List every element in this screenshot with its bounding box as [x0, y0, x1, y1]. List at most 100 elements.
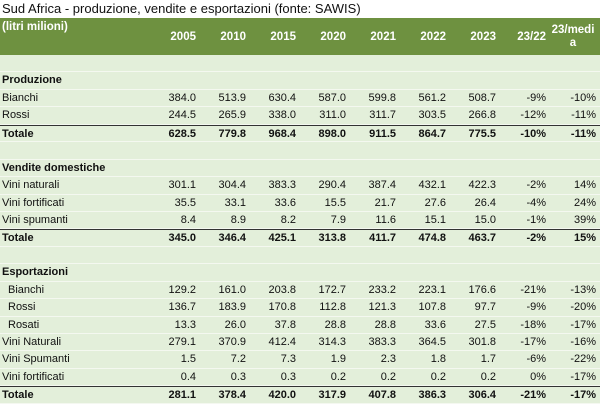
cell: [550, 55, 600, 71]
cell: [350, 55, 400, 71]
cell: 0%: [530, 370, 546, 383]
cell: [350, 264, 400, 280]
cell: [200, 160, 250, 176]
cell: -1%: [526, 213, 546, 226]
cell: 172.7: [318, 283, 346, 296]
cell: 1.7: [480, 353, 496, 366]
cell: 301.1: [168, 179, 196, 192]
empty-row: [0, 246, 600, 265]
cell: 28.8: [374, 318, 396, 331]
row-label: Vini fortificati: [2, 370, 65, 383]
data-row: Vini fortificati 35.5 33.1 33.6 15.5 21.7 27.6…: [0, 194, 600, 212]
cell: 311.7: [369, 109, 396, 122]
cell: 136.7: [168, 301, 196, 314]
cell: -2%: [526, 179, 546, 192]
cell: 420.0: [268, 389, 296, 402]
cell: [500, 55, 550, 71]
cell: [150, 72, 200, 88]
data-row: Vini naturali 301.1 304.4 383.3 290.4 387.4 43…: [0, 177, 600, 195]
data-row: Bianchi 129.2 161.0 203.8 172.7 233.2 223.1 176…: [0, 281, 600, 300]
cell: -21%: [520, 283, 546, 296]
cell: [400, 72, 450, 88]
data-row: Rossi 136.7 183.9 170.8 112.8 121.3 107.8 97.7 -…: [0, 299, 600, 317]
column-header: 2020: [320, 30, 346, 43]
cell: -17%: [570, 389, 596, 402]
empty-row: [0, 142, 600, 160]
column-header: 2021: [370, 30, 396, 43]
cell: 26.4: [474, 196, 496, 209]
cell: [200, 72, 250, 88]
cell: 265.9: [218, 109, 246, 122]
cell: [450, 160, 500, 176]
cell: 378.4: [218, 389, 246, 402]
cell: 386.3: [418, 389, 446, 402]
cell: 513.9: [218, 91, 246, 104]
cell: [450, 55, 500, 71]
cell: [150, 264, 200, 280]
cell: [550, 264, 600, 280]
cell: 422.3: [468, 179, 496, 192]
cell: [400, 247, 450, 263]
row-label: Bianchi: [8, 283, 45, 296]
cell: 14%: [573, 179, 596, 192]
cell: 0.2: [330, 370, 346, 383]
cell: 112.8: [319, 301, 346, 314]
cell: 0.3: [230, 370, 246, 383]
column-header: 2015: [270, 30, 296, 43]
cell: -10%: [570, 91, 596, 104]
cell: 898.0: [318, 127, 346, 140]
cell: -21%: [520, 389, 546, 402]
cell: -16%: [570, 336, 596, 348]
cell: 383.3: [268, 179, 296, 192]
cell: [550, 72, 600, 88]
cell: 15.5: [324, 196, 346, 209]
row-label: Vini fortificati: [2, 196, 65, 209]
cell: [450, 247, 500, 263]
column-header: 2022: [420, 30, 446, 43]
cell: [300, 160, 350, 176]
cell: 599.8: [368, 91, 396, 104]
cell: [500, 247, 550, 263]
data-row: Rossi 244.5 265.9 338.0 311.0 311.7 303.5 266.8…: [0, 107, 600, 125]
cell: 7.2: [230, 353, 246, 366]
cell: 28.8: [324, 318, 346, 331]
cell: 346.4: [218, 232, 246, 245]
cell: 35.5: [174, 196, 196, 209]
cell: 24%: [573, 196, 596, 209]
data-row: Vini spumanti 8.4 8.9 8.2 7.9 11.6 15.1 15.0 -1%…: [0, 211, 600, 230]
cell: [250, 264, 300, 280]
cell: 345.0: [168, 232, 196, 245]
section-row: Esportazioni: [0, 264, 600, 282]
cell: 0.4: [180, 370, 196, 383]
cell: [250, 72, 300, 88]
cell: 129.2: [168, 283, 196, 296]
cell: [300, 247, 350, 263]
cell: 314.3: [318, 336, 346, 348]
cell: 290.4: [318, 179, 346, 192]
cell: 1.9: [330, 353, 346, 366]
cell: -10%: [520, 127, 546, 140]
cell: 306.4: [468, 389, 496, 402]
cell: 107.8: [418, 301, 446, 314]
section-row: Produzione: [0, 72, 600, 90]
cell: [300, 72, 350, 88]
total-row: Totale 345.0 346.4 425.1 313.8 411.7 474.8 463.…: [0, 229, 600, 247]
cell: 33.6: [424, 318, 446, 331]
cell: -20%: [570, 301, 596, 314]
cell: 15%: [573, 232, 596, 245]
cell: [500, 264, 550, 280]
cell: -2%: [526, 232, 546, 245]
row-label: Rosati: [8, 318, 40, 331]
cell: 313.8: [318, 232, 346, 245]
cell: 779.8: [218, 127, 246, 140]
title: Sud Africa - produzione, vendite e espor…: [2, 1, 361, 16]
cell: 170.8: [268, 301, 296, 314]
cell: [150, 247, 200, 263]
column-header: 23/media: [551, 23, 595, 49]
cell: 176.6: [468, 283, 496, 296]
cell: 8.9: [230, 213, 246, 226]
cell: 301.8: [468, 336, 496, 348]
cell: [0, 55, 150, 71]
cell: -4%: [526, 196, 546, 209]
